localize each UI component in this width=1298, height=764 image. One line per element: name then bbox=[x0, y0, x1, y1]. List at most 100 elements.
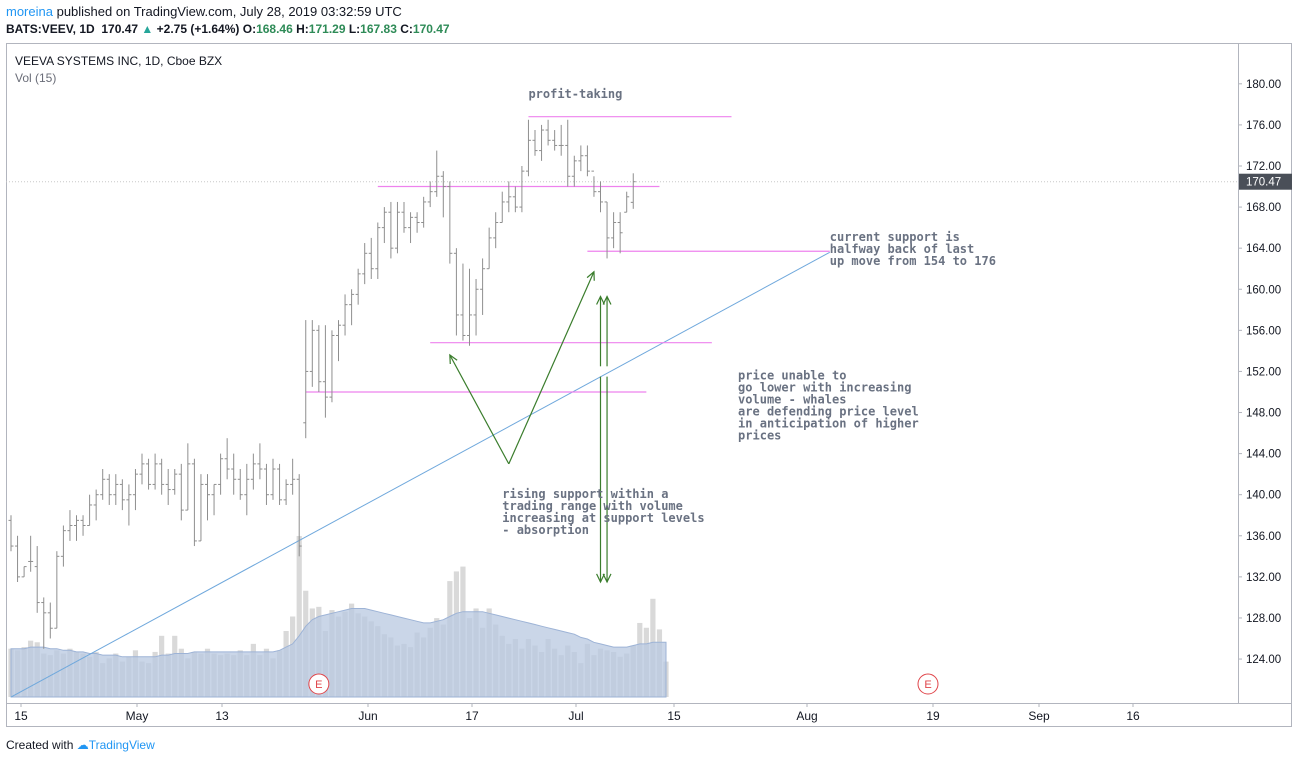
ohlc-bar bbox=[493, 212, 499, 249]
ohlc-bar bbox=[290, 458, 296, 495]
ohlc-bar bbox=[316, 325, 322, 392]
ohlc-bar bbox=[185, 443, 191, 511]
ohlc-bar bbox=[172, 469, 178, 495]
price-tick-label: 128.00 bbox=[1246, 613, 1281, 625]
annotation-text: current support is halfway back of last up… bbox=[830, 230, 996, 268]
ohlc-bar bbox=[578, 145, 584, 172]
level-lines-layer bbox=[6, 116, 1238, 393]
ohlc-bar bbox=[100, 469, 106, 500]
annotation-line: go lower with increasing bbox=[738, 381, 911, 395]
volume-ma-area bbox=[10, 608, 667, 698]
arrow-head bbox=[602, 573, 612, 584]
price-tick-label: 172.00 bbox=[1246, 161, 1281, 173]
annotation-text: price unable to go lower with increasing v… bbox=[738, 369, 919, 443]
earnings-label: E bbox=[315, 679, 322, 691]
ohlc-bar bbox=[165, 469, 171, 505]
ohlc-bar bbox=[126, 484, 132, 526]
ohlc-bar bbox=[375, 222, 381, 279]
ohlc-bar bbox=[8, 515, 14, 552]
time-tick-label: Jul bbox=[568, 709, 583, 723]
ohlc-bar bbox=[119, 479, 125, 511]
annotation-line: profit-taking bbox=[528, 87, 622, 101]
earnings-label: E bbox=[924, 679, 931, 691]
tradingview-brand[interactable]: TradingView bbox=[88, 738, 155, 752]
ohlc-bar bbox=[604, 201, 610, 259]
price-tick-label: 164.00 bbox=[1246, 243, 1281, 255]
ohlc-bar bbox=[80, 515, 86, 536]
annotation-arrow bbox=[602, 376, 612, 584]
trendline-layer bbox=[10, 251, 830, 698]
price-tick-label: 152.00 bbox=[1246, 366, 1281, 378]
ohlc-bar bbox=[440, 171, 446, 218]
ohlc-bar bbox=[74, 515, 79, 541]
ohlc-bar bbox=[460, 263, 466, 341]
ohlc-bar bbox=[617, 212, 623, 254]
annotation-line: trading range with volume bbox=[502, 499, 683, 513]
volume-average-area bbox=[10, 608, 667, 698]
ohlc-bar bbox=[362, 243, 368, 285]
ohlc-bar bbox=[473, 278, 479, 336]
annotation-line: - absorption bbox=[502, 523, 589, 537]
ohlc-bar bbox=[565, 119, 571, 187]
time-axis[interactable]: 15 May 13 Jun 17 Jul 15 Aug 19 Sep 16 bbox=[14, 703, 1140, 723]
annotation-line: increasing at support levels bbox=[502, 511, 704, 525]
ohlc-bar bbox=[198, 474, 204, 542]
price-axis[interactable]: 180.00 176.00 172.00 168.00 164.00 160.00 156.… bbox=[1238, 79, 1292, 666]
ticker-summary: BATS:VEEV, 1D 170.47 ▲ +2.75 (+1.64%) O:… bbox=[6, 22, 450, 36]
price-tick-label: 156.00 bbox=[1246, 325, 1281, 337]
ohlc-bar bbox=[611, 212, 617, 249]
rising-trendline bbox=[10, 251, 830, 698]
price-tick-label: 136.00 bbox=[1246, 531, 1281, 543]
ohlc-bar bbox=[113, 474, 119, 505]
time-tick-label: 15 bbox=[667, 709, 681, 723]
ohlc-bar bbox=[106, 474, 112, 505]
arrow-head bbox=[596, 573, 605, 584]
ohlc-bar bbox=[87, 494, 93, 527]
chart-frame[interactable]: profit-taking current support is halfway b… bbox=[6, 43, 1292, 727]
arrow-shaft bbox=[449, 354, 510, 465]
annotation-line: in anticipation of higher bbox=[738, 417, 919, 431]
ohlc-bar bbox=[401, 201, 407, 233]
created-with-label: Created with bbox=[6, 738, 74, 752]
earnings-marker: E bbox=[308, 673, 330, 695]
last-price: 170.47 bbox=[101, 22, 139, 36]
ohlc-bar bbox=[598, 181, 603, 213]
ohlc-bar bbox=[139, 453, 145, 485]
ohlc-bar bbox=[303, 320, 309, 439]
ohlc-bar bbox=[414, 212, 420, 233]
low-value: 167.83 bbox=[360, 22, 397, 36]
earnings-circle bbox=[917, 673, 939, 695]
publisher-username[interactable]: moreina bbox=[6, 4, 53, 19]
last-price-axis-label: 170.47 bbox=[1246, 177, 1281, 189]
ohlc-bar bbox=[421, 196, 427, 228]
volume-indicator-label[interactable]: Vol (15) bbox=[15, 71, 56, 85]
ohlc-bar bbox=[558, 124, 564, 156]
time-tick-label: 19 bbox=[926, 709, 940, 723]
ohlc-bar bbox=[296, 474, 302, 557]
ohlc-bar bbox=[532, 130, 538, 156]
price-change: +2.75 (+1.64%) bbox=[156, 22, 240, 36]
annotation-arrow bbox=[596, 295, 605, 367]
ohlc-bar bbox=[545, 119, 551, 146]
ohlc-bar bbox=[447, 181, 453, 264]
arrow-head bbox=[449, 353, 458, 365]
price-chart[interactable]: profit-taking current support is halfway b… bbox=[6, 43, 1292, 727]
ohlc-bar bbox=[525, 119, 531, 177]
tradingview-cloud-icon: ☁ bbox=[76, 738, 89, 752]
annotation-line: are defending price level bbox=[738, 405, 919, 419]
last-price-marker bbox=[1239, 173, 1292, 190]
ohlc-bar bbox=[231, 453, 237, 495]
ohlc-bar bbox=[178, 463, 184, 521]
ohlc-bar bbox=[388, 201, 394, 259]
price-tick-label: 144.00 bbox=[1246, 449, 1281, 461]
ohlc-bar bbox=[552, 130, 558, 151]
ohlc-bar bbox=[381, 207, 387, 244]
arrow-head bbox=[602, 295, 612, 305]
ohlc-bar bbox=[244, 463, 250, 516]
time-tick-label: 15 bbox=[14, 709, 28, 723]
ohlc-bar bbox=[368, 237, 374, 279]
price-tick-label: 132.00 bbox=[1246, 572, 1281, 584]
ohlc-bar bbox=[270, 458, 276, 500]
ohlc-bar bbox=[355, 268, 361, 305]
